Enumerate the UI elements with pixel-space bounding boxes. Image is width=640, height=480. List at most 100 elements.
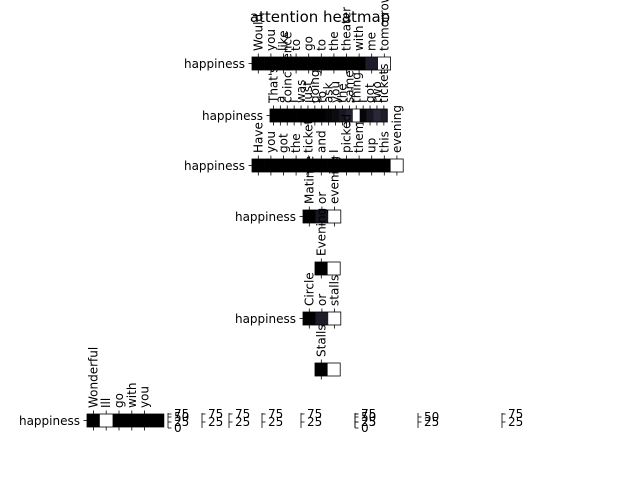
- colorbar-tick-label: 0: [174, 421, 182, 435]
- colorbar-tick-label: 25: [268, 415, 283, 429]
- heatmap-cell: [264, 57, 278, 70]
- token-label: up: [365, 138, 379, 153]
- token-label: or: [315, 192, 329, 204]
- heatmap-cell: [328, 312, 342, 325]
- colorbar-tick-label: 25: [208, 415, 223, 429]
- token-label: with: [352, 26, 366, 51]
- token-label: them: [352, 122, 366, 153]
- row-label: happiness: [184, 159, 245, 173]
- token-label: tickets: [377, 64, 391, 104]
- token-label: to: [314, 39, 328, 51]
- token-label: That's: [266, 66, 280, 104]
- token-label: Stalls: [314, 324, 328, 357]
- token-label: me: [365, 32, 379, 51]
- colorbar-tick-label: 25: [424, 415, 439, 429]
- heatmap-cell: [327, 262, 341, 275]
- row-label: happiness: [19, 414, 80, 428]
- heatmap-cell: [303, 210, 316, 223]
- colorbar-tick-label: 75: [174, 407, 189, 421]
- heatmap-cell: [289, 159, 303, 172]
- heatmap-cell: [378, 159, 391, 172]
- token-label: you: [264, 29, 278, 51]
- heatmap-cell: [380, 109, 388, 122]
- token-label: stalls: [328, 275, 342, 306]
- token-label: the: [335, 83, 349, 103]
- colorbar-tick-label: 75: [508, 407, 523, 421]
- heatmap-cell: [315, 159, 328, 172]
- token-label: I: [356, 99, 370, 103]
- token-label: got: [277, 133, 291, 153]
- heatmap-cell: [325, 109, 333, 122]
- heatmap-cell: [297, 109, 305, 122]
- row-label: happiness: [202, 109, 263, 123]
- colorbar-tick-label: 50: [424, 410, 439, 424]
- token-label: two: [370, 81, 384, 103]
- heatmap-cell: [365, 159, 379, 172]
- token-label: to: [315, 91, 329, 103]
- token-label: tomorrow: [377, 0, 391, 51]
- heatmap-cell: [327, 159, 341, 172]
- colorbar-tick-label: 50: [361, 410, 376, 424]
- token-label: Evening: [314, 208, 328, 256]
- colorbar-tick-label: 25: [508, 415, 523, 429]
- token-label: to: [289, 39, 303, 51]
- heatmap-cell: [315, 262, 328, 275]
- heatmap-cell: [332, 109, 340, 122]
- colorbar-tick-label: 75: [268, 407, 283, 421]
- token-label: thing: [349, 72, 363, 103]
- heatmap-cell: [270, 109, 278, 122]
- token-label: got: [363, 83, 377, 103]
- colorbar-tick-label: 25: [307, 415, 322, 429]
- heatmap-cell: [366, 109, 374, 122]
- heatmap-row: Evening: [314, 208, 341, 279]
- heatmap-cell: [252, 57, 265, 70]
- heatmap-cell: [352, 57, 366, 70]
- token-label: you: [264, 131, 278, 153]
- heatmap-row: HaveyougottheticketsandIpickedthemupthis…: [184, 105, 404, 176]
- heatmap-cell: [352, 159, 366, 172]
- heatmap-cell: [138, 414, 152, 427]
- token-label: this: [377, 131, 391, 153]
- heatmap-cell: [277, 159, 291, 172]
- heatmap-cell: [276, 109, 285, 122]
- token-label: the: [289, 133, 303, 153]
- token-label: Circle: [302, 272, 316, 306]
- heatmap-cell: [304, 109, 312, 122]
- token-label: with: [125, 383, 139, 408]
- token-label: you: [329, 81, 343, 103]
- token-label: same: [342, 70, 356, 103]
- token-label: going: [308, 69, 322, 103]
- heatmap-cell: [264, 159, 278, 172]
- token-label: Have: [251, 122, 265, 153]
- token-label: theater: [340, 7, 354, 51]
- token-label: like: [277, 30, 291, 51]
- token-label: I: [327, 149, 341, 153]
- heatmap-cell: [302, 57, 316, 70]
- token-label: just: [301, 81, 315, 104]
- token-label: I: [287, 99, 301, 103]
- token-label: Matinee: [302, 156, 316, 204]
- row-label: happiness: [235, 312, 296, 326]
- token-label: was: [294, 80, 308, 103]
- heatmap-row: That'sacoincidenceIwasjustgoingtoaskyout…: [202, 32, 391, 126]
- colorbar-tick-label: 25: [174, 415, 189, 429]
- token-label: tickets: [302, 114, 316, 154]
- heatmap-row-frame: [314, 362, 341, 377]
- colorbar-tick-label: 50: [174, 410, 189, 424]
- colorbar-tick-label: 75: [361, 407, 376, 421]
- colorbar-tick-label: 25: [361, 415, 376, 429]
- token-label: and: [314, 130, 328, 153]
- token-label: picked: [340, 114, 354, 153]
- heatmap-cell: [283, 109, 291, 122]
